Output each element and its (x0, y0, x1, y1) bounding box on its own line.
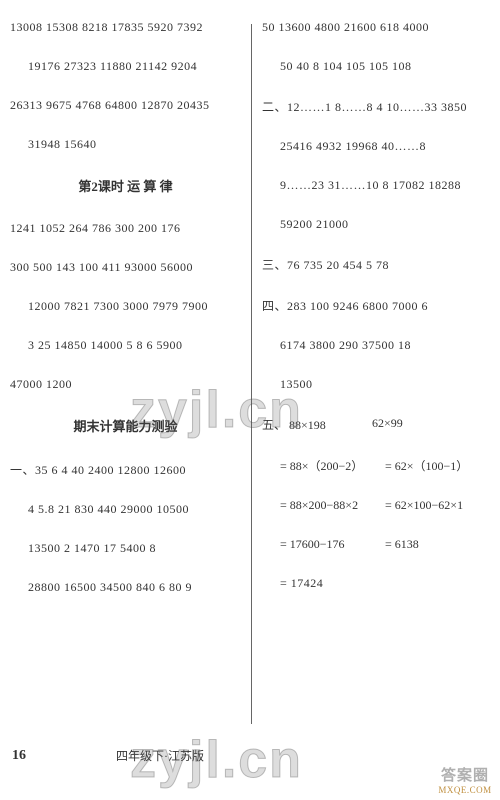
text-line: 47000 1200 (10, 377, 241, 392)
text-line: 13500 (262, 377, 490, 392)
text-line: 12000 7821 7300 3000 7979 7900 (10, 299, 241, 314)
text-line: 三、76 735 20 454 5 78 (262, 256, 490, 273)
calc-right: = 62×100−62×1 (385, 498, 490, 513)
text-line: 59200 21000 (262, 217, 490, 232)
text-line: 一、35 6 4 40 2400 12800 12600 (10, 461, 241, 478)
section-heading: 期末计算能力测验 (10, 416, 241, 435)
text-line: = 17424 (262, 576, 490, 591)
two-column-layout: 13008 15308 8218 17835 5920 7392 19176 2… (10, 20, 490, 750)
calc-pair: 五、 88×198 62×99 (262, 416, 490, 433)
footer: 16 四年级下·江苏版 (12, 747, 492, 764)
text-line: 50 40 8 104 105 105 108 (262, 59, 490, 74)
calc-left: = 88×（200−2） (280, 457, 385, 474)
text-line: 50 13600 4800 21600 618 4000 (262, 20, 490, 35)
calc-left: = 17600−176 (280, 537, 385, 552)
left-column: 13008 15308 8218 17835 5920 7392 19176 2… (10, 20, 251, 750)
calc-pair: = 88×（200−2） = 62×（100−1） (262, 457, 490, 474)
calc-right: = 62×（100−1） (385, 457, 490, 474)
text-line: 13008 15308 8218 17835 5920 7392 (10, 20, 241, 35)
text-line: 9……23 31……10 8 17082 18288 (262, 178, 490, 193)
text-line: 19176 27323 11880 21142 9204 (10, 59, 241, 74)
text-line: 31948 15640 (10, 137, 241, 152)
text-line: 13500 2 1470 17 5400 8 (10, 541, 241, 556)
text-line: 26313 9675 4768 64800 12870 20435 (10, 98, 241, 113)
text-line: 四、283 100 9246 6800 7000 6 (262, 297, 490, 314)
section-heading: 第2课时 运 算 律 (10, 176, 241, 195)
calc-right: = 6138 (385, 537, 490, 552)
logo-text-top: 答案圈 (434, 767, 496, 785)
text-line: 300 500 143 100 411 93000 56000 (10, 260, 241, 275)
calc-left: 五、 88×198 (262, 416, 372, 433)
calc-pair: = 17600−176 = 6138 (262, 537, 490, 552)
calc-pair: = 88×200−88×2 = 62×100−62×1 (262, 498, 490, 513)
calc-left: = 88×200−88×2 (280, 498, 385, 513)
answer-page: 13008 15308 8218 17835 5920 7392 19176 2… (0, 0, 500, 800)
book-label: 四年级下·江苏版 (116, 747, 204, 764)
right-column: 50 13600 4800 21600 618 4000 50 40 8 104… (252, 20, 490, 750)
logo-text-bottom: MXQE.COM (434, 785, 496, 796)
text-line: 28800 16500 34500 840 6 80 9 (10, 580, 241, 595)
text-line: 二、12……1 8……8 4 10……33 3850 (262, 98, 490, 115)
source-logo: 答案圈 MXQE.COM (434, 767, 496, 796)
page-number: 16 (12, 748, 26, 764)
text-line: 1241 1052 264 786 300 200 176 (10, 221, 241, 236)
text-line: 3 25 14850 14000 5 8 6 5900 (10, 338, 241, 353)
text-line: 25416 4932 19968 40……8 (262, 139, 490, 154)
text-line: 6174 3800 290 37500 18 (262, 338, 490, 353)
text-line: 4 5.8 21 830 440 29000 10500 (10, 502, 241, 517)
calc-right: 62×99 (372, 416, 482, 433)
